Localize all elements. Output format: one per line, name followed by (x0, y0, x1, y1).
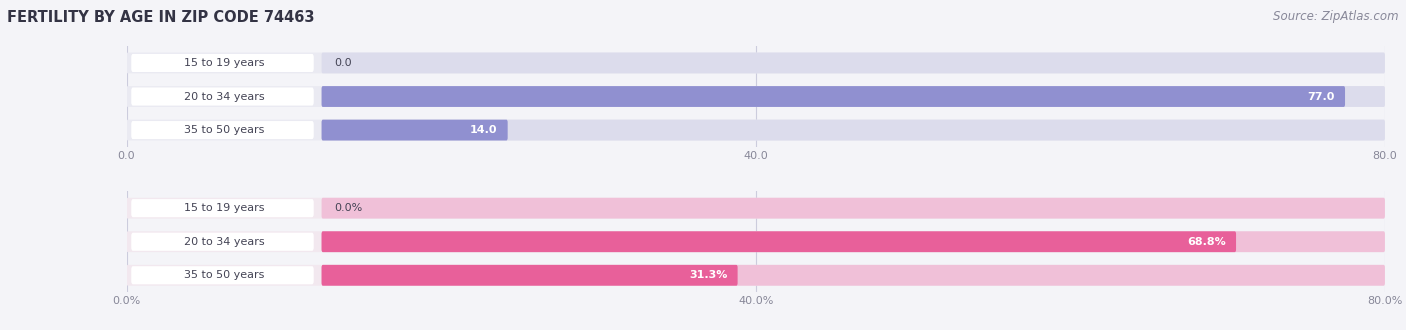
Text: 31.3%: 31.3% (689, 270, 727, 280)
FancyBboxPatch shape (127, 265, 1385, 286)
FancyBboxPatch shape (127, 52, 1385, 73)
FancyBboxPatch shape (322, 52, 1385, 73)
FancyBboxPatch shape (322, 265, 1385, 286)
Text: 15 to 19 years: 15 to 19 years (184, 58, 264, 68)
FancyBboxPatch shape (127, 86, 1385, 107)
Text: 14.0: 14.0 (470, 125, 498, 135)
FancyBboxPatch shape (322, 198, 1385, 218)
Text: 35 to 50 years: 35 to 50 years (184, 270, 264, 280)
Text: 0.0: 0.0 (335, 58, 352, 68)
Text: 77.0: 77.0 (1308, 91, 1334, 102)
FancyBboxPatch shape (131, 87, 314, 106)
FancyBboxPatch shape (322, 120, 508, 141)
Text: 35 to 50 years: 35 to 50 years (184, 125, 264, 135)
FancyBboxPatch shape (322, 231, 1385, 252)
Text: 20 to 34 years: 20 to 34 years (184, 91, 264, 102)
FancyBboxPatch shape (322, 86, 1385, 107)
FancyBboxPatch shape (131, 199, 314, 217)
FancyBboxPatch shape (322, 86, 1346, 107)
FancyBboxPatch shape (131, 54, 314, 72)
Text: 0.0%: 0.0% (335, 203, 363, 213)
Text: Source: ZipAtlas.com: Source: ZipAtlas.com (1274, 10, 1399, 23)
FancyBboxPatch shape (131, 121, 314, 139)
Text: 68.8%: 68.8% (1187, 237, 1226, 247)
FancyBboxPatch shape (127, 198, 1385, 218)
FancyBboxPatch shape (127, 120, 1385, 141)
Text: FERTILITY BY AGE IN ZIP CODE 74463: FERTILITY BY AGE IN ZIP CODE 74463 (7, 10, 315, 25)
FancyBboxPatch shape (131, 233, 314, 251)
FancyBboxPatch shape (322, 231, 1236, 252)
Text: 15 to 19 years: 15 to 19 years (184, 203, 264, 213)
FancyBboxPatch shape (322, 265, 738, 286)
FancyBboxPatch shape (127, 231, 1385, 252)
Text: 20 to 34 years: 20 to 34 years (184, 237, 264, 247)
FancyBboxPatch shape (131, 266, 314, 284)
FancyBboxPatch shape (322, 120, 1385, 141)
